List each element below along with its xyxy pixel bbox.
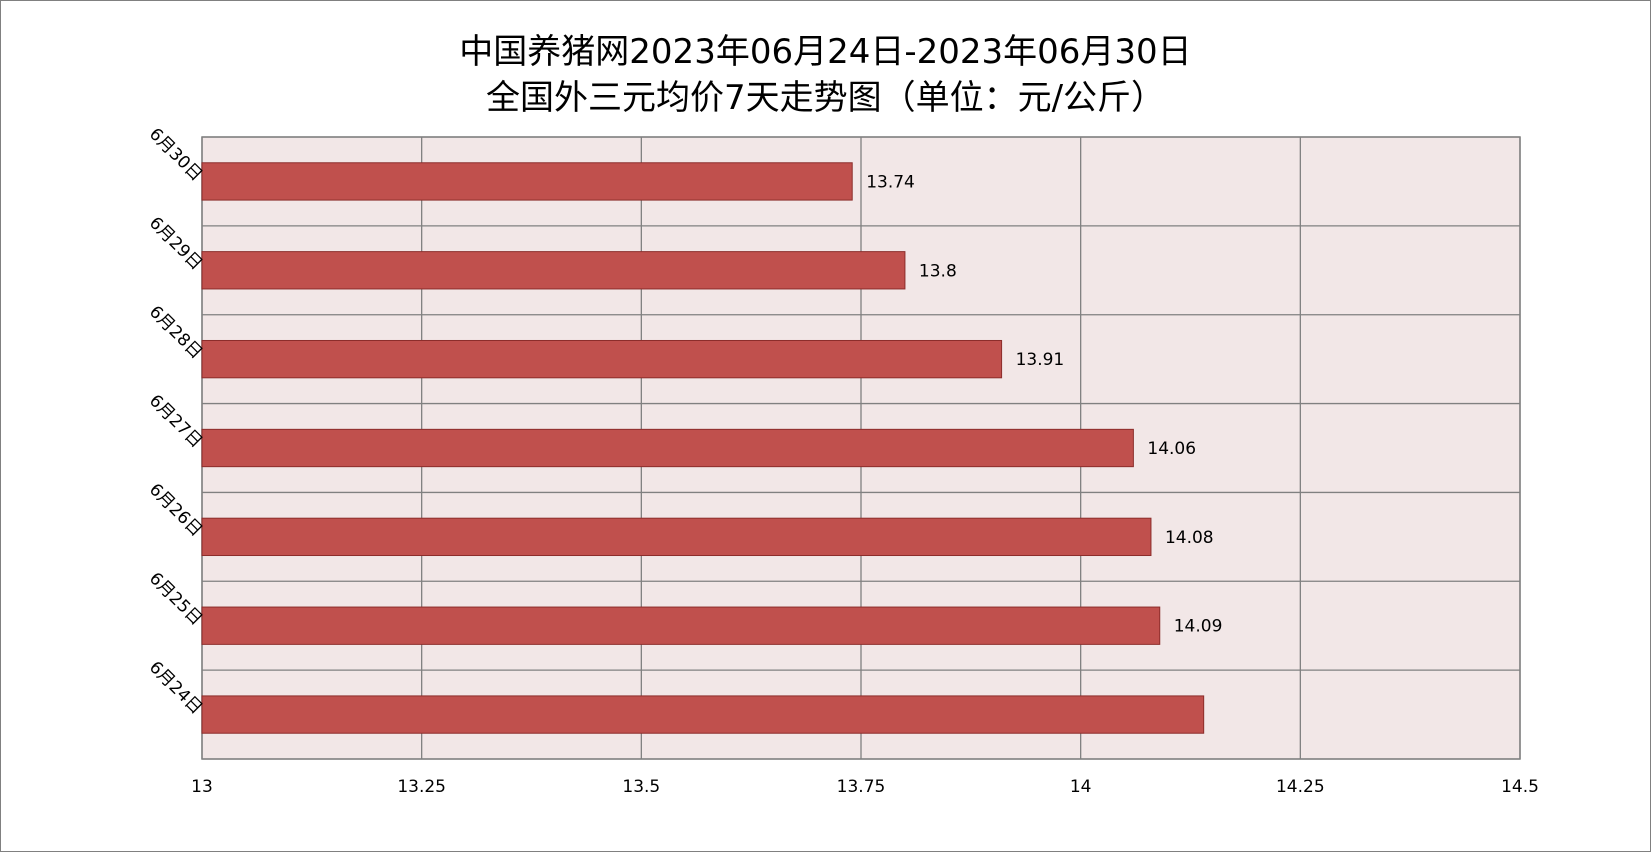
bar — [201, 339, 1003, 379]
y-tick-label: 6月25日 — [145, 569, 206, 630]
y-tick-label: 6月29日 — [145, 213, 206, 274]
x-tick-label: 13.25 — [397, 777, 446, 797]
bar — [201, 606, 1161, 645]
data-label: 14.09 — [1174, 617, 1223, 637]
data-label: 13.74 — [866, 172, 915, 192]
x-tick-label: 13 — [191, 777, 213, 797]
bar — [201, 428, 1134, 468]
y-axis-ticks: 6月30日 6月29日 6月28日 6月27日 6月26日 6月25日 6月24日 — [145, 124, 206, 718]
x-tick-label: 14.25 — [1276, 777, 1325, 797]
bar — [201, 162, 853, 201]
y-tick-label: 6月27日 — [145, 391, 206, 452]
data-label: 14.06 — [1147, 439, 1196, 459]
data-label: 13.8 — [919, 261, 957, 281]
bar — [201, 251, 906, 290]
x-tick-label: 14.5 — [1501, 777, 1539, 797]
y-tick-label: 6月28日 — [145, 302, 206, 363]
y-tick-label: 6月26日 — [145, 480, 206, 541]
bar — [201, 517, 1152, 557]
y-tick-label: 6月30日 — [145, 124, 206, 185]
data-labels: 13.74 13.8 13.91 14.06 14.08 14.09 — [866, 172, 1222, 636]
bar — [201, 695, 1205, 734]
data-label: 13.91 — [1016, 350, 1065, 370]
bars — [201, 162, 1205, 734]
x-tick-label: 13.5 — [622, 777, 660, 797]
y-tick-label: 6月24日 — [145, 657, 206, 718]
x-tick-label: 14 — [1070, 777, 1092, 797]
data-label: 14.08 — [1165, 528, 1214, 548]
chart-title-line2: 全国外三元均价7天走势图（单位：元/公斤） — [485, 78, 1166, 118]
chart-title-line1: 中国养猪网2023年06月24日-2023年06月30日 — [459, 32, 1192, 72]
x-axis-ticks: 13 13.25 13.5 13.75 14 14.25 14.5 — [191, 777, 1539, 797]
x-tick-label: 13.75 — [837, 777, 886, 797]
